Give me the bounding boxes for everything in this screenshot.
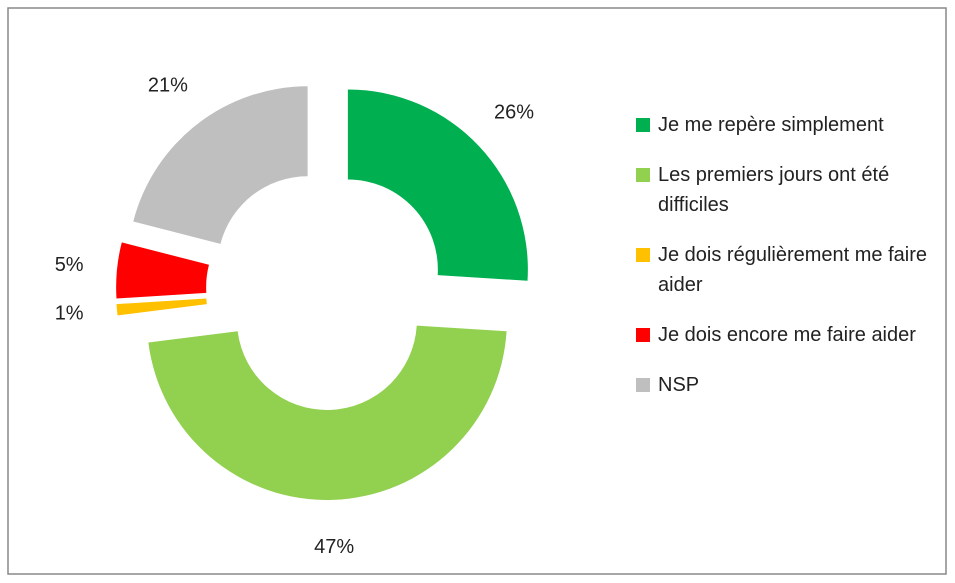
legend-label: Je me repère simplement	[658, 114, 884, 136]
legend-item: Je me repère simplement	[636, 110, 946, 140]
legend-item: NSP	[636, 370, 946, 400]
legend-label: Je dois régulièrement me faire aider	[658, 244, 928, 296]
legend-swatch	[636, 378, 650, 392]
legend-item: Je dois régulièrement me faire aider	[636, 240, 946, 300]
legend: Je me repère simplement Les premiers jour…	[636, 110, 946, 420]
data-label: 5%	[55, 254, 84, 276]
data-label: 47%	[314, 536, 354, 558]
data-label: 1%	[55, 303, 84, 325]
legend-swatch	[636, 168, 650, 182]
donut-slice	[347, 89, 528, 281]
donut-slice	[133, 86, 308, 244]
legend-item: Les premiers jours ont été difficiles	[636, 160, 946, 220]
legend-label: Je dois encore me faire aider	[658, 324, 916, 346]
donut-slice	[116, 242, 209, 299]
legend-label: NSP	[658, 374, 700, 396]
legend-item: Je dois encore me faire aider	[636, 320, 946, 350]
donut-slice	[148, 325, 507, 500]
legend-swatch	[636, 328, 650, 342]
data-label: 21%	[148, 74, 188, 96]
donut-slice	[116, 298, 207, 316]
legend-swatch	[636, 118, 650, 132]
data-label: 26%	[494, 102, 534, 124]
legend-label: Les premiers jours ont été difficiles	[658, 164, 890, 216]
legend-swatch	[636, 248, 650, 262]
